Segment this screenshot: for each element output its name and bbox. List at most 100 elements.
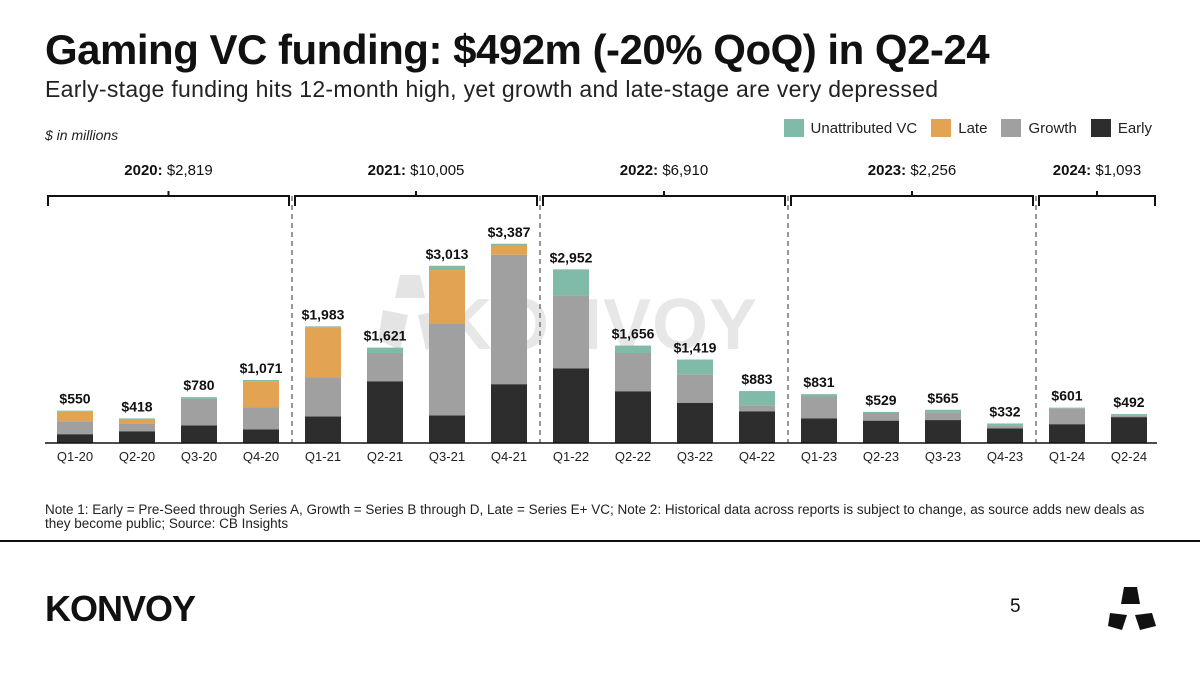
x-tick-label-q2-24: Q2-24 bbox=[1111, 449, 1147, 464]
bar-segment-unattributed-vc-q1-24 bbox=[1049, 407, 1085, 409]
bar-segment-growth-q4-20 bbox=[243, 407, 279, 430]
bar-segment-late-q2-20 bbox=[119, 419, 155, 424]
bar-segment-unattributed-vc-q4-23 bbox=[987, 423, 1023, 426]
year-label-year-4: 2024: bbox=[1053, 162, 1091, 179]
brand-wordmark: KONVOY bbox=[45, 588, 196, 629]
total-label-q4-20: $1,071 bbox=[240, 360, 283, 376]
legend: Unattributed VC Late Growth Early bbox=[783, 119, 1152, 137]
bar-segment-unattributed-vc-q3-20 bbox=[181, 397, 217, 399]
legend-item-unattributed: Unattributed VC bbox=[783, 119, 918, 137]
bar-segment-growth-q3-20 bbox=[181, 398, 217, 426]
x-tick-label-q1-22: Q1-22 bbox=[553, 449, 589, 464]
x-tick-label-q2-21: Q2-21 bbox=[367, 449, 403, 464]
bar-segment-early-q2-20 bbox=[119, 431, 155, 443]
bar-segment-unattributed-vc-q2-24 bbox=[1111, 414, 1147, 416]
bar-segment-unattributed-vc-q2-23 bbox=[863, 411, 899, 413]
bar-segment-early-q3-23 bbox=[925, 420, 961, 443]
x-tick-label-q3-20: Q3-20 bbox=[181, 449, 217, 464]
total-label-q1-22: $2,952 bbox=[550, 249, 593, 265]
year-label-total-3: $2,256 bbox=[906, 162, 956, 179]
bar-segment-growth-q2-20 bbox=[119, 423, 155, 432]
year-label-1: 2021: $10,005 bbox=[368, 162, 465, 179]
year-bracket-2 bbox=[542, 191, 786, 206]
x-tick-label-q1-23: Q1-23 bbox=[801, 449, 837, 464]
bar-segment-unattributed-vc-q4-22 bbox=[739, 391, 775, 406]
year-bracket-4 bbox=[1038, 191, 1156, 206]
legend-label-late: Late bbox=[958, 119, 988, 137]
konvoy-logo-icon bbox=[1108, 587, 1156, 630]
year-label-0: 2020: $2,819 bbox=[124, 162, 212, 179]
bar-segment-unattributed-vc-q4-21 bbox=[491, 243, 527, 246]
x-tick-label-q4-22: Q4-22 bbox=[739, 449, 775, 464]
total-label-q2-20: $418 bbox=[121, 398, 152, 414]
total-label-q3-21: $3,013 bbox=[426, 246, 469, 262]
x-tick-label-q3-21: Q3-21 bbox=[429, 449, 465, 464]
legend-swatch-growth bbox=[1001, 119, 1022, 137]
year-label-year-2: 2022: bbox=[620, 162, 658, 179]
bar-group bbox=[45, 243, 1157, 444]
total-label-q4-22: $883 bbox=[741, 371, 772, 387]
legend-label-early: Early bbox=[1117, 119, 1152, 137]
legend-label-unattributed: Unattributed VC bbox=[810, 119, 918, 137]
legend-swatch-late bbox=[931, 119, 952, 137]
x-tick-label-q4-21: Q4-21 bbox=[491, 449, 527, 464]
bar-segment-late-q1-20 bbox=[57, 411, 93, 422]
x-tick-label-q3-23: Q3-23 bbox=[925, 449, 961, 464]
year-label-year-3: 2023: bbox=[868, 162, 906, 179]
bar-segment-unattributed-vc-q1-23 bbox=[801, 394, 837, 397]
bar-segment-early-q1-20 bbox=[57, 434, 93, 443]
bar-segment-unattributed-vc-q1-21 bbox=[305, 326, 341, 328]
bar-segment-early-q4-21 bbox=[491, 384, 527, 443]
total-label-q4-21: $3,387 bbox=[488, 224, 531, 240]
year-bracket-0 bbox=[47, 191, 290, 206]
year-bracket-3 bbox=[790, 191, 1034, 206]
year-brackets: 2020: $2,819 2021: $10,005 2022: $6,910 202… bbox=[47, 162, 1156, 443]
legend-swatch-early bbox=[1090, 119, 1111, 137]
stacked-bar-chart: 2020: $2,819 2021: $10,005 2022: $6,910 202… bbox=[45, 162, 1157, 464]
x-tick-label-q1-21: Q1-21 bbox=[305, 449, 341, 464]
x-tick-label-q2-23: Q2-23 bbox=[863, 449, 899, 464]
bar-segment-early-q2-22 bbox=[615, 391, 651, 443]
year-label-year-1: 2021: bbox=[368, 162, 406, 179]
total-label-q1-23: $831 bbox=[803, 374, 834, 390]
bar-segment-unattributed-vc-q3-22 bbox=[677, 359, 713, 375]
bar-segment-early-q1-24 bbox=[1049, 424, 1085, 443]
bar-segment-early-q4-20 bbox=[243, 429, 279, 443]
bar-segment-unattributed-vc-q3-23 bbox=[925, 409, 961, 413]
bar-segment-late-q4-21 bbox=[491, 245, 527, 255]
x-tick-label-q4-20: Q4-20 bbox=[243, 449, 279, 464]
x-tick-label-q1-24: Q1-24 bbox=[1049, 449, 1085, 464]
bar-segment-unattributed-vc-q1-22 bbox=[553, 269, 589, 296]
bar-segment-unattributed-vc-q3-21 bbox=[429, 265, 465, 271]
bar-segment-growth-q3-23 bbox=[925, 412, 961, 421]
bar-segment-unattributed-vc-q2-21 bbox=[367, 347, 403, 353]
bar-segment-early-q4-22 bbox=[739, 411, 775, 443]
total-label-q3-23: $565 bbox=[927, 390, 958, 406]
total-label-q3-20: $780 bbox=[183, 377, 214, 393]
bar-segment-growth-q4-21 bbox=[491, 254, 527, 385]
year-label-total-4: $1,093 bbox=[1091, 162, 1141, 179]
legend-label-growth: Growth bbox=[1028, 119, 1077, 137]
legend-item-growth: Growth bbox=[1001, 119, 1077, 137]
total-label-q2-22: $1,656 bbox=[612, 326, 655, 342]
year-label-3: 2023: $2,256 bbox=[868, 162, 956, 179]
year-bracket-1 bbox=[294, 191, 538, 206]
year-label-total-0: $2,819 bbox=[163, 162, 213, 179]
bar-segment-early-q3-21 bbox=[429, 415, 465, 443]
bar-segment-growth-q4-22 bbox=[739, 405, 775, 412]
x-tick-label-q1-20: Q1-20 bbox=[57, 449, 93, 464]
legend-swatch-unattributed bbox=[783, 119, 804, 137]
footnote: Note 1: Early = Pre-Seed through Series … bbox=[45, 502, 1145, 531]
x-tick-label-q2-22: Q2-22 bbox=[615, 449, 651, 464]
total-label-q2-24: $492 bbox=[1113, 394, 1144, 410]
year-label-year-0: 2020: bbox=[124, 162, 162, 179]
bar-segment-growth-q1-24 bbox=[1049, 408, 1085, 425]
bar-segment-early-q2-21 bbox=[367, 381, 403, 443]
year-label-total-2: $6,910 bbox=[658, 162, 708, 179]
chart-title: Gaming VC funding: $492m (-20% QoQ) in Q… bbox=[45, 26, 990, 73]
bar-segment-unattributed-vc-q1-20 bbox=[57, 410, 93, 412]
bar-segment-growth-q1-23 bbox=[801, 396, 837, 419]
bar-segment-late-q4-20 bbox=[243, 381, 279, 408]
bar-segment-unattributed-vc-q2-22 bbox=[615, 345, 651, 353]
bar-segment-early-q2-24 bbox=[1111, 417, 1147, 443]
